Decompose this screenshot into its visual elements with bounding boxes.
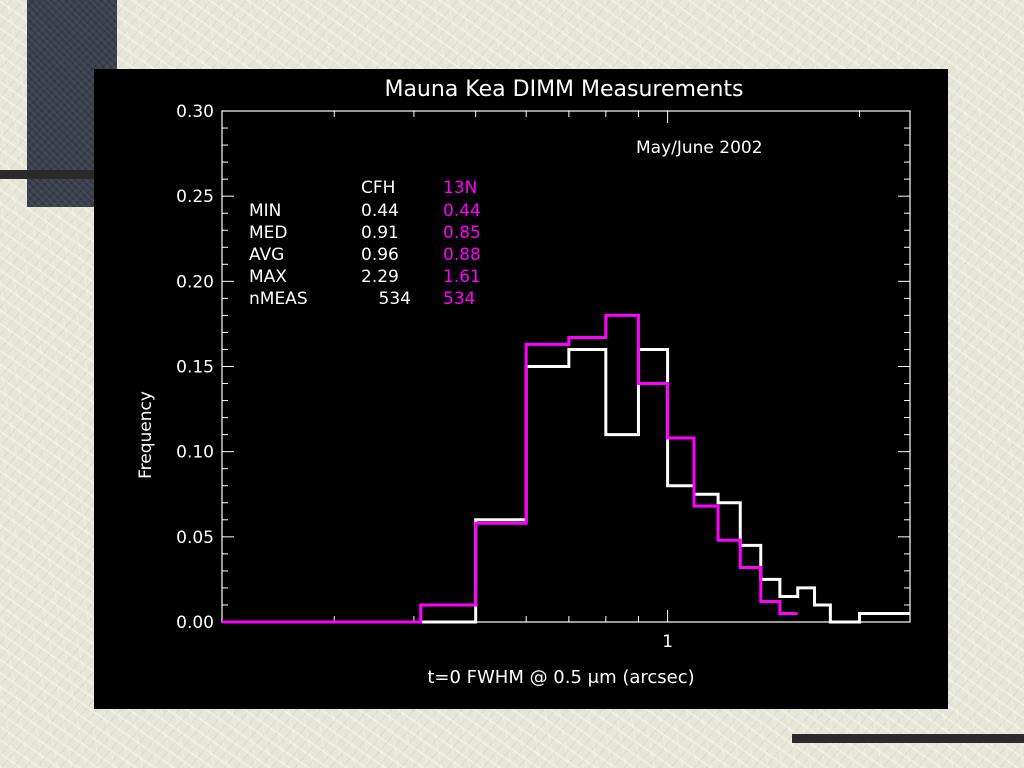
stats-table: CFH 13N MIN 0.44 0.44 MED 0.91 0.85 AVG …	[249, 178, 481, 309]
stats-13n-value: 0.44	[443, 201, 481, 221]
stats-row-label: AVG	[249, 245, 284, 265]
chart-annotation: May/June 2002	[636, 138, 763, 158]
y-tick-label: 0.15	[176, 358, 214, 378]
y-axis-label: Frequency	[136, 391, 156, 479]
y-tick-label: 0.30	[176, 102, 214, 122]
series-step-13n	[222, 313, 798, 624]
stats-cfh-value: 0.91	[361, 223, 399, 243]
y-tick-label: 0.05	[176, 528, 214, 548]
y-tick-label: 0.00	[176, 613, 214, 633]
y-tick-label: 0.25	[176, 187, 214, 207]
chart-title: Mauna Kea DIMM Measurements	[384, 77, 743, 102]
series-step-cfh	[222, 347, 910, 624]
chart-panel: Mauna Kea DIMM Measurements May/June 200…	[94, 69, 948, 709]
stats-cfh-value: 0.96	[361, 245, 399, 265]
decor-rule-left	[0, 170, 100, 179]
y-tick-label: 0.20	[176, 272, 214, 292]
series-layer	[222, 313, 910, 624]
stats-13n-value: 534	[443, 289, 475, 309]
decor-rule-right	[792, 734, 1024, 743]
stats-header-cfh: CFH	[361, 178, 395, 198]
x-axis-ticks: 1	[221, 111, 861, 652]
x-axis-label: t=0 FWHM @ 0.5 μm (arcsec)	[427, 667, 694, 688]
y-axis-ticks: 0.00 0.05 0.10 0.15 0.20 0.25 0.30	[176, 102, 910, 633]
stats-row-label: nMEAS	[249, 289, 308, 309]
x-tick-label: 1	[662, 632, 673, 652]
stats-cfh-value: 2.29	[361, 267, 399, 287]
dimm-histogram-chart: Mauna Kea DIMM Measurements May/June 200…	[136, 77, 911, 688]
stats-row-label: MIN	[249, 201, 281, 221]
stats-13n-value: 0.88	[443, 245, 481, 265]
stats-header-13n: 13N	[443, 178, 477, 198]
stats-13n-value: 1.61	[443, 267, 481, 287]
y-tick-label: 0.10	[176, 443, 214, 463]
stats-13n-value: 0.85	[443, 223, 481, 243]
stats-cfh-value: 0.44	[361, 201, 399, 221]
stats-row-label: MAX	[249, 267, 287, 287]
stats-cfh-value: 534	[379, 289, 411, 309]
stats-row-label: MED	[249, 223, 288, 243]
